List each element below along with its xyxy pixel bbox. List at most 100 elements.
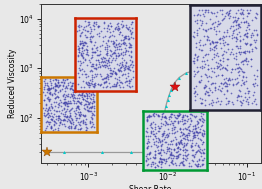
Point bbox=[65, 95, 69, 98]
Point bbox=[49, 125, 53, 128]
Point bbox=[80, 40, 84, 43]
Point bbox=[91, 122, 95, 125]
Point bbox=[172, 154, 177, 157]
Point bbox=[223, 11, 228, 14]
Point bbox=[174, 147, 179, 150]
Point bbox=[160, 112, 164, 115]
Point bbox=[124, 44, 128, 47]
Point bbox=[123, 72, 127, 75]
Point bbox=[79, 54, 83, 57]
Point bbox=[177, 113, 181, 116]
Point bbox=[80, 122, 85, 125]
Point bbox=[92, 21, 96, 24]
Point bbox=[165, 132, 169, 135]
Point bbox=[215, 74, 220, 77]
Point bbox=[108, 67, 112, 70]
Point bbox=[255, 83, 259, 86]
Point bbox=[172, 131, 176, 134]
Point bbox=[96, 54, 100, 57]
Point bbox=[194, 129, 198, 132]
Point bbox=[47, 107, 51, 110]
Point bbox=[183, 154, 187, 157]
Point bbox=[126, 27, 130, 30]
Point bbox=[244, 75, 248, 78]
Point bbox=[146, 152, 151, 155]
Point bbox=[46, 105, 51, 108]
Point bbox=[130, 36, 135, 40]
Point bbox=[233, 68, 237, 71]
Point bbox=[53, 120, 57, 123]
Point bbox=[173, 115, 177, 118]
Point bbox=[77, 85, 81, 88]
Point bbox=[154, 144, 158, 147]
Point bbox=[242, 83, 246, 86]
Point bbox=[225, 29, 229, 32]
Point bbox=[75, 116, 79, 119]
Point bbox=[71, 82, 75, 85]
Point bbox=[148, 124, 152, 127]
Point bbox=[204, 29, 208, 33]
Point bbox=[78, 128, 82, 131]
Point bbox=[232, 28, 236, 31]
Point bbox=[240, 78, 244, 81]
Point bbox=[208, 18, 212, 21]
Point bbox=[129, 49, 133, 52]
Point bbox=[85, 78, 90, 81]
Point bbox=[51, 78, 56, 81]
Point bbox=[89, 65, 94, 68]
Point bbox=[46, 112, 50, 115]
Point bbox=[79, 100, 83, 103]
Point bbox=[90, 75, 94, 78]
Point bbox=[201, 135, 205, 138]
Point bbox=[203, 84, 208, 87]
Point bbox=[98, 73, 102, 76]
Point bbox=[192, 86, 196, 89]
Point bbox=[42, 98, 46, 101]
Point bbox=[163, 119, 167, 122]
Point bbox=[103, 48, 107, 51]
Point bbox=[200, 21, 204, 24]
Point bbox=[104, 76, 108, 79]
Point bbox=[225, 82, 229, 85]
Point bbox=[211, 26, 216, 29]
Point bbox=[218, 59, 222, 62]
Point bbox=[227, 77, 231, 80]
Point bbox=[171, 156, 175, 160]
Point bbox=[110, 71, 114, 74]
Point bbox=[235, 44, 239, 47]
Point bbox=[117, 32, 121, 35]
Point bbox=[181, 162, 185, 165]
Point bbox=[237, 69, 241, 72]
Point bbox=[154, 131, 158, 134]
Point bbox=[193, 90, 198, 93]
Point bbox=[79, 86, 83, 89]
Point bbox=[127, 53, 131, 57]
Point bbox=[193, 143, 197, 146]
Point bbox=[226, 78, 231, 81]
Point bbox=[210, 98, 215, 101]
Point bbox=[82, 43, 86, 46]
Point bbox=[94, 20, 98, 23]
Point bbox=[113, 27, 117, 30]
Point bbox=[199, 124, 204, 127]
Point bbox=[174, 156, 178, 159]
Point bbox=[85, 36, 89, 39]
Point bbox=[196, 122, 200, 125]
Point bbox=[78, 120, 82, 123]
Point bbox=[169, 161, 173, 164]
Point bbox=[191, 128, 195, 131]
Point bbox=[79, 30, 84, 33]
Point bbox=[225, 30, 229, 33]
Point bbox=[182, 142, 186, 145]
Point bbox=[77, 75, 81, 78]
Point bbox=[122, 40, 126, 43]
Point bbox=[242, 58, 246, 61]
Point bbox=[164, 151, 168, 154]
Point bbox=[197, 26, 201, 29]
Point bbox=[82, 25, 86, 28]
Point bbox=[65, 120, 69, 123]
Point bbox=[212, 46, 216, 49]
Y-axis label: Reduced Viscosity: Reduced Viscosity bbox=[8, 49, 17, 118]
Point bbox=[189, 145, 194, 148]
Point bbox=[91, 97, 95, 100]
